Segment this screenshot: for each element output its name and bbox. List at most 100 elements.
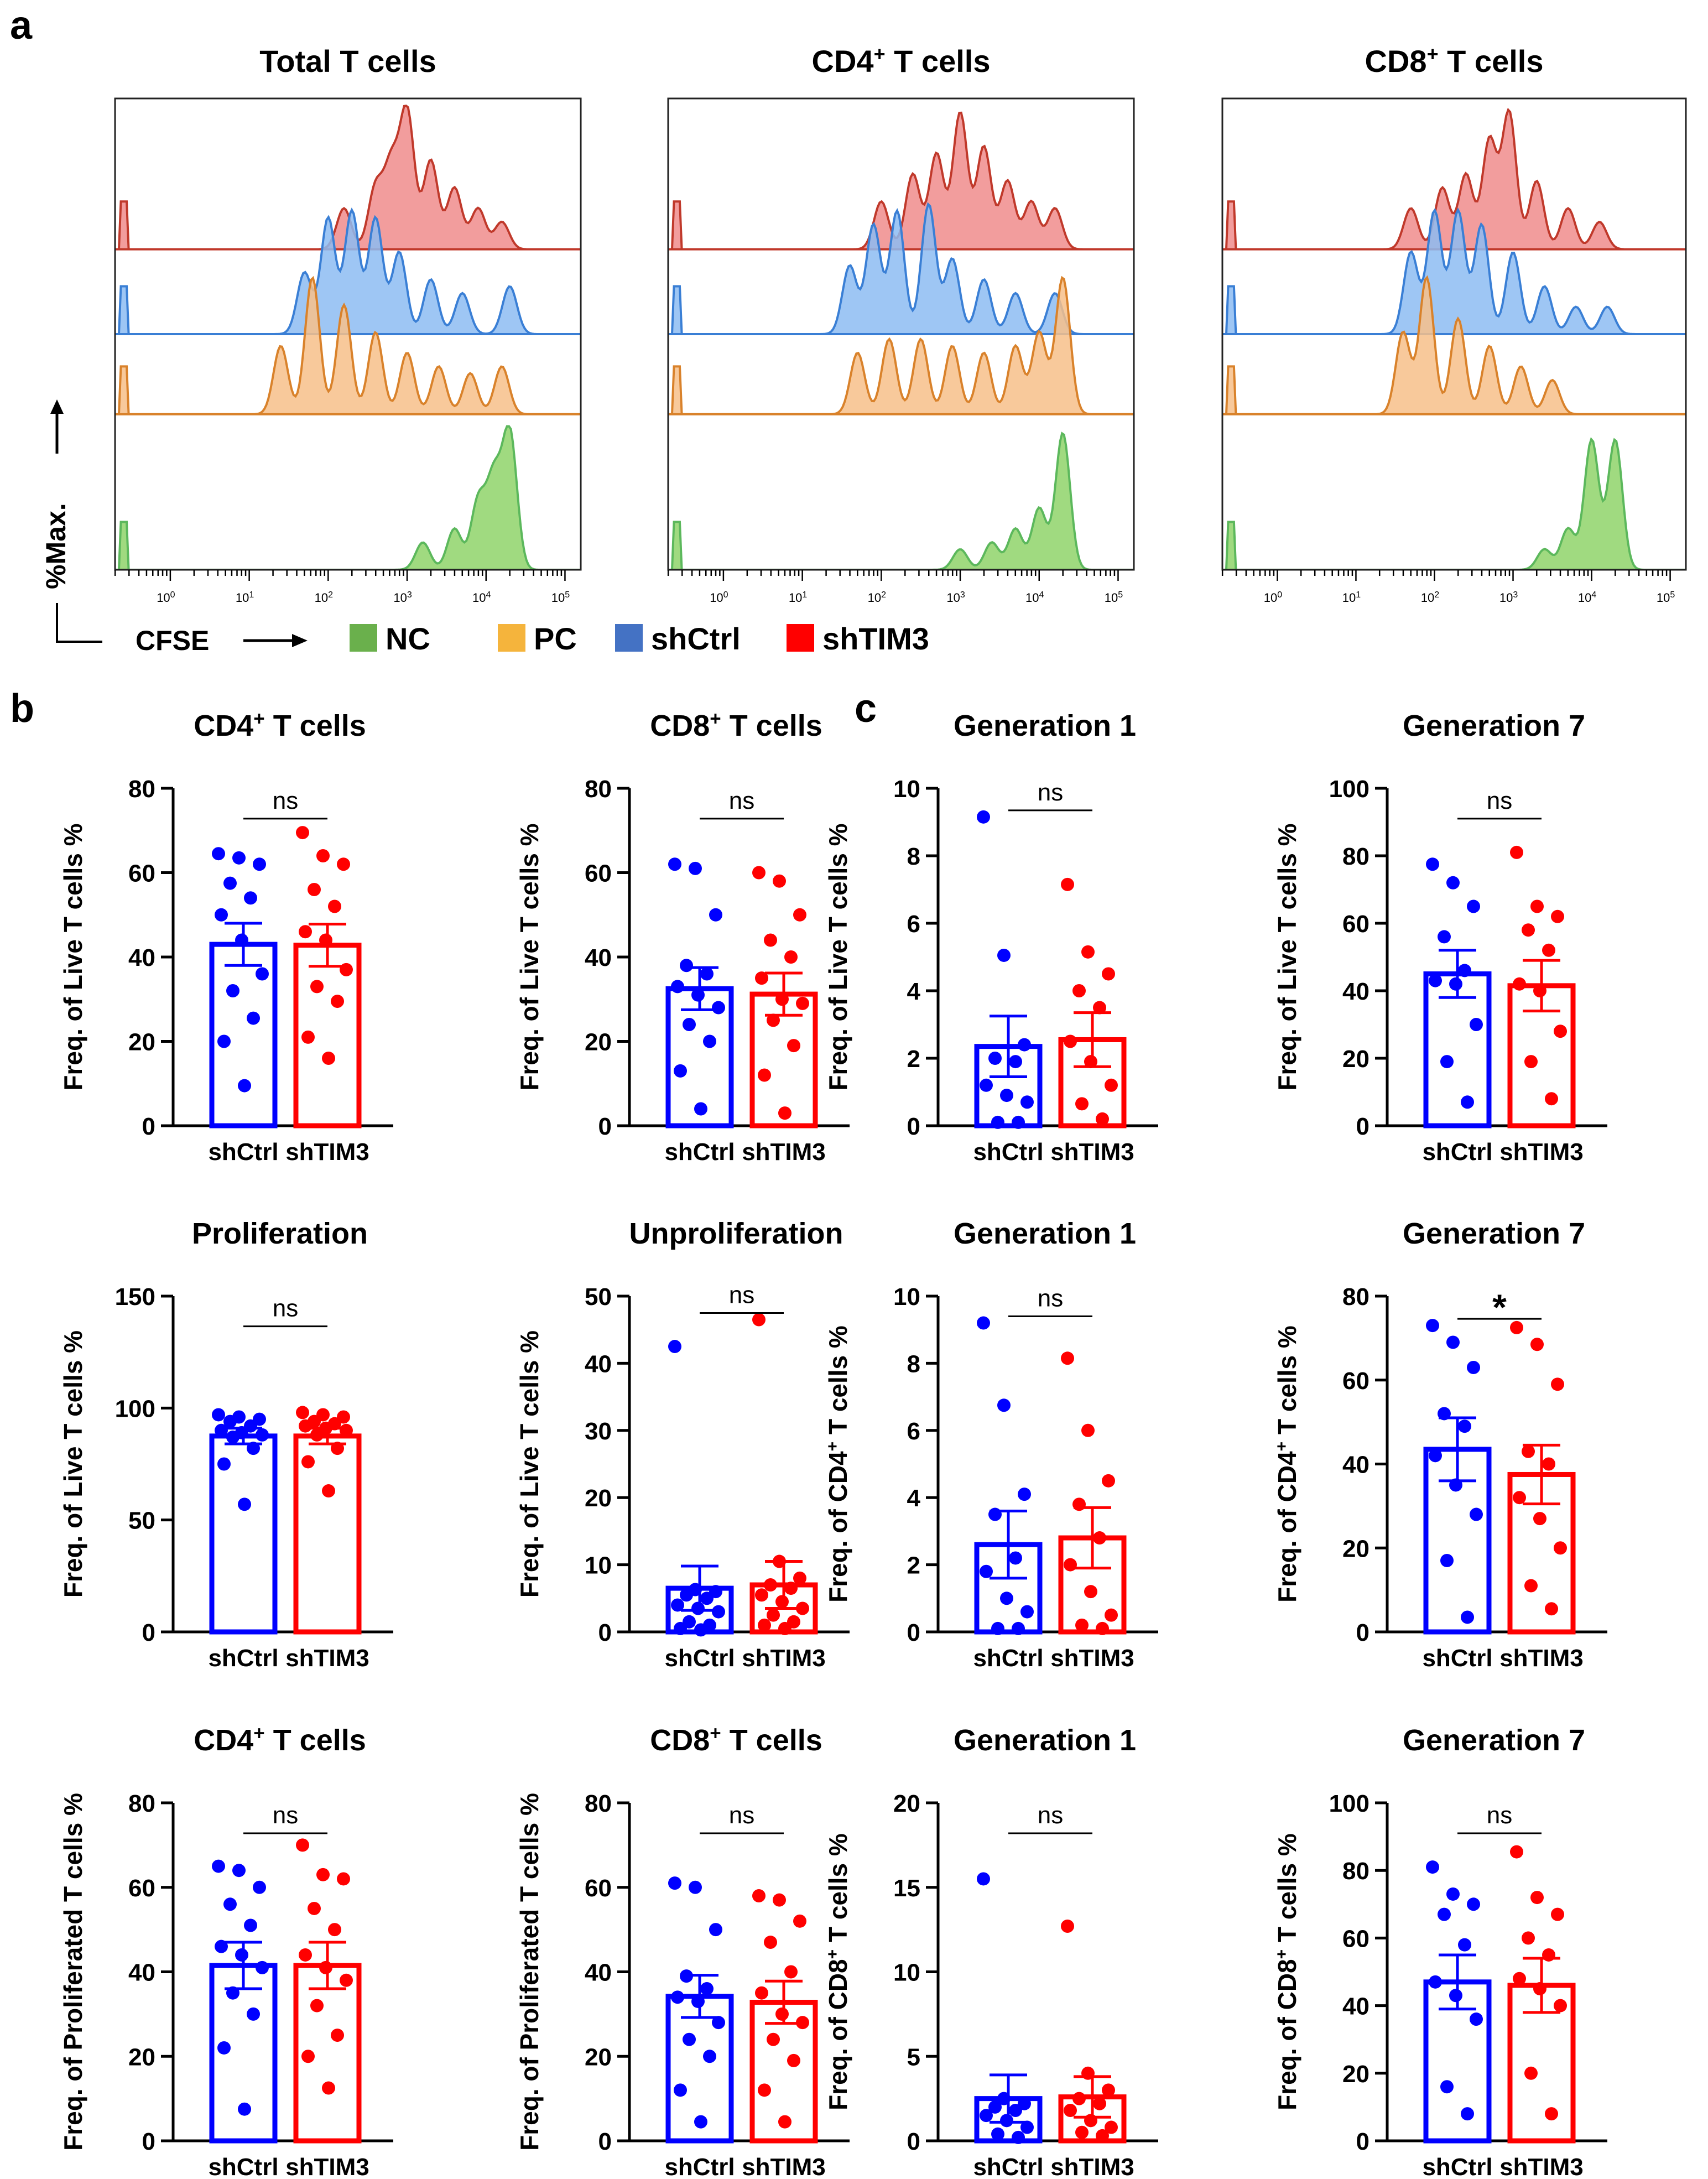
y-axis-title-sup: + [824, 1442, 842, 1452]
data-point [296, 1406, 309, 1419]
data-point [793, 1571, 806, 1585]
data-point [322, 2081, 335, 2095]
y-axis-title-rest: T cells % [1273, 1325, 1301, 1442]
bar-chart-9: CD4+ T cells Freq. of Proliferated T cell… [59, 1723, 393, 2179]
data-point [1446, 1335, 1460, 1349]
tick-base: 10 [789, 591, 802, 605]
panel-letter-b: b [10, 687, 34, 731]
x-category-label: shTIM3 [1050, 1138, 1134, 1166]
histogram-frame-1 [114, 97, 582, 571]
y-tick-label: 50 [128, 1507, 155, 1535]
data-point [988, 2100, 1002, 2114]
y-tick-label: 4 [907, 978, 921, 1005]
data-point [680, 1588, 693, 1602]
y-axis-title-main: Freq. of CD8 [824, 1959, 852, 2110]
tick-base: 10 [1578, 591, 1591, 605]
data-point [1458, 1938, 1471, 1952]
data-point [773, 1893, 786, 1907]
y-axis-title: Freq. of CD4+ T cells % [824, 1325, 853, 1603]
histogram-tick-label: 104 [472, 590, 491, 605]
data-point [671, 980, 684, 994]
data-point [1064, 1558, 1077, 1572]
data-point [1084, 1055, 1097, 1069]
data-point [1461, 1095, 1474, 1109]
data-point [671, 1598, 684, 1612]
y-tick-label: 50 [585, 1283, 612, 1310]
data-point [796, 2016, 809, 2030]
x-axis-label: CFSE [136, 625, 209, 656]
data-point [793, 1914, 806, 1928]
data-point [235, 1948, 248, 1962]
tick-base: 10 [551, 591, 565, 605]
data-point [1513, 977, 1526, 991]
y-tick-label: 100 [115, 1395, 155, 1422]
data-point [991, 2127, 1004, 2141]
data-point [215, 1423, 228, 1437]
data-point [1551, 1377, 1564, 1391]
data-point [1440, 1055, 1454, 1069]
y-axis-title-rest: T cells % [1273, 1833, 1301, 1949]
data-point [712, 1605, 725, 1619]
tick-exponent: 4 [1591, 590, 1596, 600]
y-axis-label: %Max. [40, 503, 71, 589]
data-point [1081, 945, 1095, 959]
chart-title-main: Generation 1 [954, 1217, 1136, 1250]
data-point [1513, 1972, 1526, 1985]
y-tick-label: 0 [142, 2128, 155, 2155]
y-axis-title-main: Freq. of Live T cells % [515, 1330, 544, 1598]
data-point [1533, 984, 1546, 997]
y-tick-label: 20 [128, 1029, 155, 1056]
histogram-tick-label: 103 [946, 590, 965, 605]
y-axis-title-rest: T cells % [824, 1833, 852, 1949]
y-tick-label: 60 [128, 1875, 155, 1902]
data-point [1524, 1579, 1538, 1593]
significance-label: ns [1487, 787, 1512, 814]
data-point [223, 876, 237, 890]
data-point [1096, 1621, 1109, 1635]
y-axis-title: Freq. of Live T cells % [1273, 823, 1301, 1090]
y-tick-label: 40 [128, 944, 155, 971]
x-category-label: shTIM3 [742, 2154, 826, 2179]
data-point [337, 857, 350, 871]
histogram-tracks-3 [1222, 107, 1686, 570]
y-axis-title: Freq. of Live T cells % [59, 823, 87, 1090]
y-tick-label: 0 [1356, 1113, 1369, 1140]
data-point [328, 1923, 341, 1937]
tick-exponent: 5 [565, 590, 570, 600]
y-tick-label: 0 [1356, 1619, 1369, 1646]
data-point [1449, 1478, 1462, 1492]
tick-base: 10 [710, 591, 723, 605]
data-point [1061, 877, 1074, 891]
data-point [712, 1001, 725, 1015]
data-point [310, 1428, 324, 1442]
histogram-tick-label: 105 [1657, 590, 1675, 605]
y-axis-title: Freq. of CD8+ T cells % [1273, 1833, 1302, 2110]
tick-exponent: 0 [723, 590, 728, 600]
data-point [212, 847, 225, 861]
data-point [226, 1986, 239, 2000]
data-point [1554, 1541, 1567, 1555]
data-point [1530, 1891, 1544, 1905]
y-tick-label: 8 [907, 843, 920, 870]
x-category-label: shCtrl [664, 2154, 735, 2179]
y-tick-label: 0 [142, 1619, 155, 1646]
chart-title-rest: T cells [265, 1724, 366, 1757]
data-point [778, 1621, 791, 1635]
data-point [1000, 2114, 1013, 2128]
data-point [1018, 1488, 1031, 1501]
data-point [331, 995, 344, 1008]
data-point [980, 1564, 993, 1578]
y-tick-label: 80 [128, 1790, 155, 1817]
data-point [980, 2109, 993, 2123]
data-point [1429, 1449, 1442, 1463]
data-point [793, 908, 806, 922]
data-point [1012, 1621, 1025, 1635]
data-point [668, 1340, 681, 1354]
data-point [1470, 2012, 1483, 2026]
data-point [1081, 1423, 1095, 1437]
data-point [683, 2032, 696, 2046]
data-point [1081, 2066, 1095, 2080]
tick-base: 10 [472, 591, 486, 605]
